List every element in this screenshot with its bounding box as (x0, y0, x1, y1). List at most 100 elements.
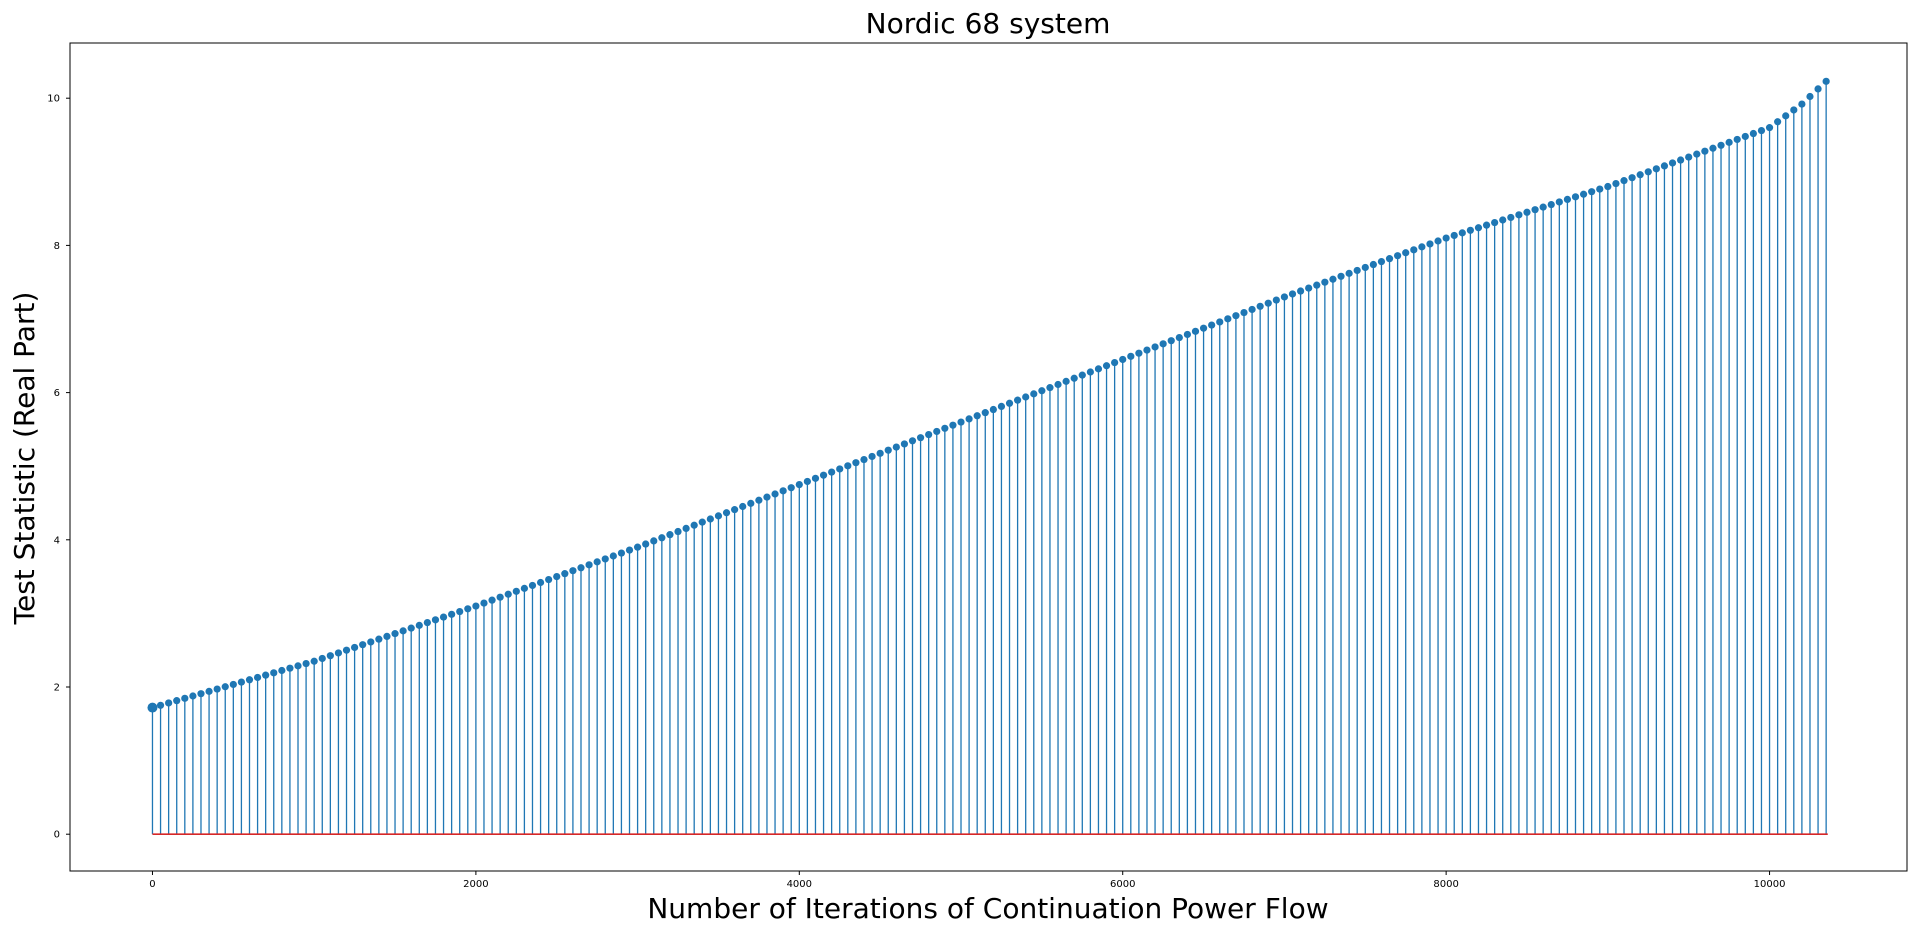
stem-marker (1725, 138, 1733, 146)
stem-marker (407, 624, 415, 632)
stem-marker (464, 605, 472, 613)
stem-marker (342, 646, 351, 654)
stem-marker (1248, 305, 1256, 314)
stem-marker (666, 531, 674, 539)
stem-marker (949, 421, 957, 429)
y-tick-label: 2 (54, 683, 60, 694)
stem-marker (213, 685, 221, 693)
stem-marker (1054, 380, 1062, 389)
stem-marker (1143, 346, 1151, 354)
stem-marker (1636, 171, 1644, 179)
stem-marker (1038, 387, 1046, 395)
stem-marker (1078, 371, 1086, 379)
stem-marker (334, 649, 343, 657)
stem-marker (1507, 213, 1515, 222)
y-tick-label: 8 (54, 241, 60, 252)
stem-marker (391, 630, 399, 638)
stem-marker (1491, 218, 1499, 227)
stem-marker (908, 437, 917, 445)
stem-marker (1685, 153, 1693, 161)
stem-marker (1588, 188, 1596, 196)
stem-marker (1604, 182, 1612, 191)
stem-marker (811, 474, 820, 482)
stem-marker (1806, 92, 1814, 101)
stem-marker (1620, 177, 1628, 185)
stem-marker (1175, 333, 1183, 342)
stem-marker (496, 593, 504, 601)
stem-marker (633, 543, 642, 551)
stem-marker (1571, 193, 1580, 201)
stem-marker (933, 427, 941, 436)
stem-marker (714, 512, 723, 520)
stem-marker (383, 632, 391, 641)
stem-marker (1329, 275, 1337, 283)
stem-marker (706, 515, 714, 523)
y-tick-label: 10 (47, 94, 60, 105)
stem-marker (165, 699, 173, 707)
y-tick-label: 6 (54, 388, 60, 399)
stem-marker (1224, 315, 1232, 323)
stem-marker (1094, 365, 1103, 373)
stem-marker (803, 477, 811, 486)
stem-marker (278, 666, 286, 675)
stem-marker (1119, 355, 1127, 364)
stem-marker (173, 697, 181, 705)
stem-marker (739, 502, 747, 511)
stem-marker (245, 676, 254, 684)
stem-marker (1660, 162, 1669, 170)
stem-marker (795, 481, 803, 489)
stem-marker (674, 527, 682, 536)
stem-marker (1086, 368, 1094, 376)
stem-marker (318, 654, 326, 663)
y-axis-label: Test Statistic (Real Part) (8, 292, 41, 626)
stem-marker (771, 490, 779, 498)
stem-marker (1418, 243, 1426, 251)
stem-marker (625, 546, 634, 554)
stem-marker (1482, 221, 1491, 229)
stem-marker (197, 690, 205, 698)
y-tick-label: 4 (54, 535, 60, 546)
stem-marker (698, 518, 706, 526)
stem-marker (1523, 208, 1531, 216)
stem-marker (1305, 284, 1313, 292)
stem-marker (205, 687, 213, 695)
stem-marker (916, 434, 925, 442)
stem-marker (1547, 200, 1555, 209)
stem-marker (617, 549, 626, 557)
stem-marker (1426, 240, 1434, 248)
stem-marker (375, 635, 383, 643)
stem-marker (229, 680, 237, 689)
stem-marker (577, 564, 585, 572)
stem-marker (1264, 299, 1272, 307)
stem-marker (1135, 349, 1143, 357)
stem-marker (1191, 327, 1200, 335)
stem-marker (1790, 106, 1798, 114)
stem-marker (892, 443, 900, 451)
stem-marker (1216, 318, 1224, 326)
x-tick-label: 8000 (1433, 879, 1458, 890)
stem-marker (1111, 359, 1119, 367)
stem-marker (722, 509, 731, 517)
chart-title: Nordic 68 system (866, 7, 1111, 40)
stem-marker (1677, 156, 1685, 164)
stem-marker (1458, 229, 1466, 237)
stem-marker (1798, 100, 1806, 108)
stem-lines (151, 81, 1827, 835)
stem-marker (1814, 85, 1822, 93)
stem-marker (1749, 129, 1757, 138)
stem-marker (876, 449, 884, 457)
stem-marker (1199, 324, 1208, 332)
stem-marker (747, 499, 755, 507)
stem-marker (1668, 159, 1677, 167)
stem-marker (1232, 312, 1240, 320)
stem-marker (1321, 278, 1329, 286)
stem-marker (1313, 281, 1321, 289)
stem-marker (1782, 112, 1790, 120)
stem-marker (1022, 393, 1030, 401)
stem-marker (690, 521, 698, 529)
stem-marker (1450, 231, 1458, 240)
stem-marker (1005, 399, 1014, 407)
stem-marker (253, 673, 262, 682)
stem-marker (1499, 216, 1507, 224)
y-tick-label: 0 (54, 830, 60, 841)
